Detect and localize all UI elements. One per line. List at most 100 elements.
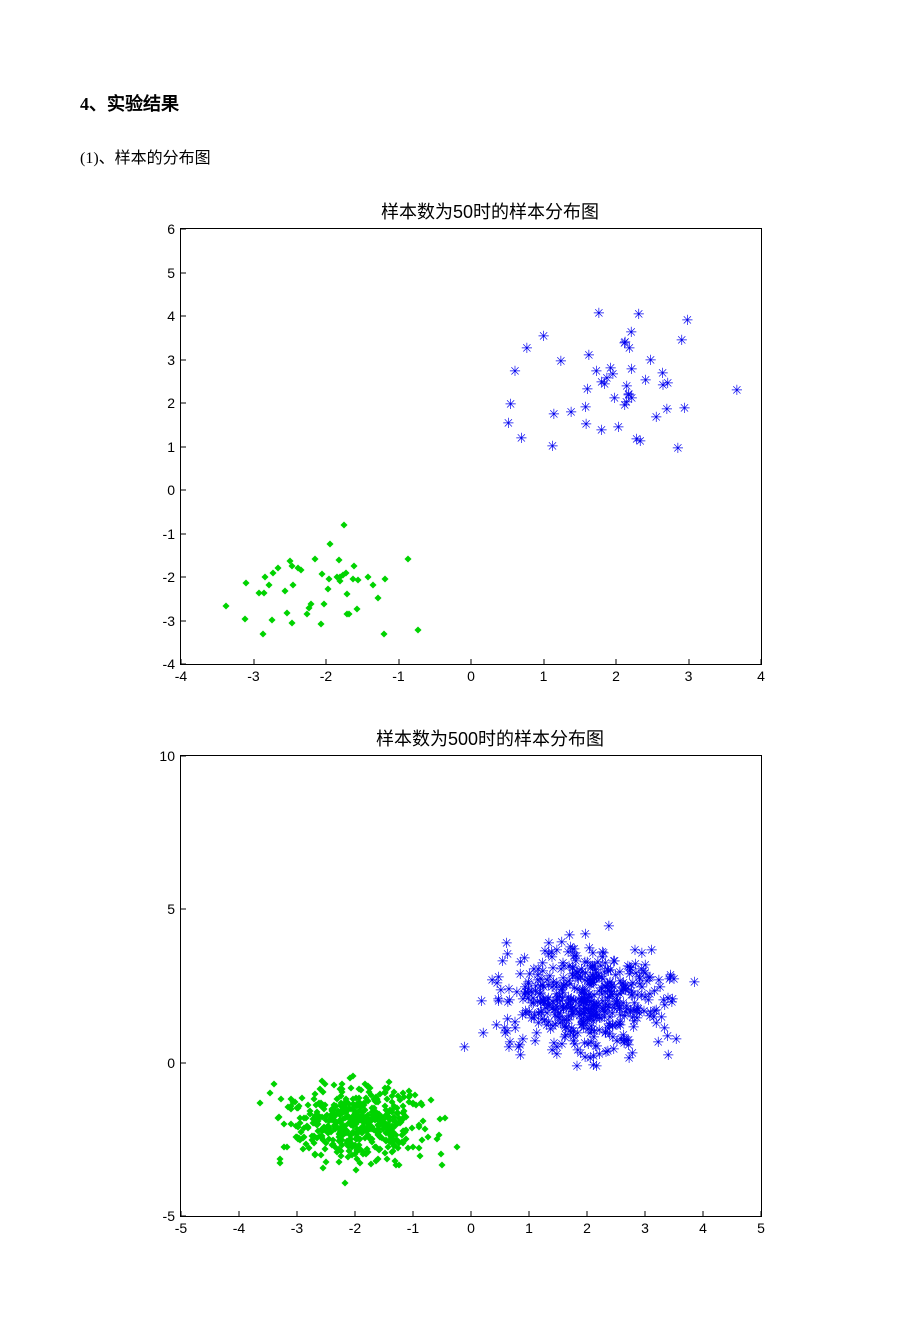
scatter-point-diamond xyxy=(322,1140,329,1147)
scatter-point-diamond xyxy=(344,1114,351,1121)
scatter-point-star: ✳ xyxy=(636,980,648,994)
scatter-point-diamond xyxy=(392,1162,399,1169)
scatter-point-star: ✳ xyxy=(600,956,612,970)
scatter-point-star: ✳ xyxy=(589,971,601,985)
scatter-point-star: ✳ xyxy=(587,946,599,960)
scatter-point-diamond xyxy=(242,579,249,586)
scatter-point-star: ✳ xyxy=(596,375,608,389)
xtick-label: 0 xyxy=(467,1216,475,1236)
scatter-point-star: ✳ xyxy=(576,991,588,1005)
ytick-label: 6 xyxy=(167,221,181,237)
scatter-point-diamond xyxy=(387,1137,394,1144)
scatter-point-star: ✳ xyxy=(629,943,641,957)
scatter-point-diamond xyxy=(391,1158,398,1165)
scatter-point-diamond xyxy=(364,1097,371,1104)
scatter-point-star: ✳ xyxy=(603,964,615,978)
scatter-point-diamond xyxy=(361,1101,368,1108)
scatter-point-diamond xyxy=(354,1147,361,1154)
scatter-point-star: ✳ xyxy=(599,965,611,979)
scatter-point-diamond xyxy=(363,1125,370,1132)
scatter-point-diamond xyxy=(269,616,276,623)
ytick-mark xyxy=(181,490,186,491)
scatter-point-diamond xyxy=(315,1117,322,1124)
scatter-point-star: ✳ xyxy=(665,968,677,982)
scatter-point-star: ✳ xyxy=(528,1011,540,1025)
scatter-point-star: ✳ xyxy=(579,1036,591,1050)
scatter-point-diamond xyxy=(303,1114,310,1121)
scatter-point-star: ✳ xyxy=(520,1006,532,1020)
scatter-point-star: ✳ xyxy=(555,354,567,368)
scatter-point-star: ✳ xyxy=(539,996,551,1010)
scatter-point-star: ✳ xyxy=(577,1014,589,1028)
scatter-point-diamond xyxy=(374,1115,381,1122)
scatter-point-diamond xyxy=(346,1132,353,1139)
scatter-point-star: ✳ xyxy=(539,944,551,958)
xtick-label: -4 xyxy=(233,1216,245,1236)
scatter-point-star: ✳ xyxy=(546,950,558,964)
scatter-point-star: ✳ xyxy=(591,1039,603,1053)
scatter-point-diamond xyxy=(360,1122,367,1129)
scatter-point-star: ✳ xyxy=(549,1008,561,1022)
scatter-point-diamond xyxy=(330,1105,337,1112)
scatter-point-diamond xyxy=(338,1103,345,1110)
scatter-point-star: ✳ xyxy=(581,382,593,396)
scatter-point-star: ✳ xyxy=(615,1018,627,1032)
ytick-label: 4 xyxy=(167,308,181,324)
scatter-point-star: ✳ xyxy=(601,371,613,385)
scatter-point-star: ✳ xyxy=(625,988,637,1002)
scatter-point-star: ✳ xyxy=(566,1002,578,1016)
scatter-point-star: ✳ xyxy=(533,1016,545,1030)
scatter-point-diamond xyxy=(275,1114,282,1121)
scatter-point-star: ✳ xyxy=(584,1013,596,1027)
scatter-point-star: ✳ xyxy=(561,1020,573,1034)
scatter-point-diamond xyxy=(363,1127,370,1134)
scatter-point-star: ✳ xyxy=(600,1025,612,1039)
scatter-point-star: ✳ xyxy=(578,1004,590,1018)
scatter-point-star: ✳ xyxy=(556,935,568,949)
scatter-point-star: ✳ xyxy=(621,999,633,1013)
scatter-point-diamond xyxy=(367,1091,374,1098)
scatter-point-star: ✳ xyxy=(576,962,588,976)
scatter-point-diamond xyxy=(348,1117,355,1124)
scatter-point-diamond xyxy=(363,1094,370,1101)
scatter-point-star: ✳ xyxy=(588,975,600,989)
scatter-point-star: ✳ xyxy=(600,1045,612,1059)
scatter-point-star: ✳ xyxy=(572,966,584,980)
scatter-point-diamond xyxy=(367,1084,374,1091)
scatter-point-star: ✳ xyxy=(550,980,562,994)
scatter-point-star: ✳ xyxy=(572,971,584,985)
scatter-point-diamond xyxy=(358,1104,365,1111)
scatter-point-diamond xyxy=(292,1099,299,1106)
scatter-point-diamond xyxy=(366,1135,373,1142)
scatter-point-star: ✳ xyxy=(634,972,646,986)
scatter-point-star: ✳ xyxy=(588,1014,600,1028)
scatter-point-diamond xyxy=(319,1102,326,1109)
scatter-point-star: ✳ xyxy=(491,976,503,990)
scatter-point-diamond xyxy=(395,1109,402,1116)
scatter-point-star: ✳ xyxy=(658,993,670,1007)
chart-50-samples: 样本数为50时的样本分布图 -4-3-2-10123456-4-3-2-1012… xyxy=(140,198,840,665)
scatter-point-star: ✳ xyxy=(577,1006,589,1020)
scatter-point-star: ✳ xyxy=(515,955,527,969)
scatter-point-diamond xyxy=(318,1078,325,1085)
scatter-point-diamond xyxy=(380,1125,387,1132)
scatter-point-diamond xyxy=(337,1130,344,1137)
scatter-point-diamond xyxy=(401,1129,408,1136)
scatter-point-diamond xyxy=(296,1135,303,1142)
scatter-point-star: ✳ xyxy=(599,979,611,993)
scatter-point-star: ✳ xyxy=(556,981,568,995)
scatter-point-star: ✳ xyxy=(543,947,555,961)
scatter-point-diamond xyxy=(381,1112,388,1119)
scatter-point-star: ✳ xyxy=(557,991,569,1005)
scatter-point-diamond xyxy=(315,1099,322,1106)
scatter-point-diamond xyxy=(284,1104,291,1111)
scatter-point-star: ✳ xyxy=(563,959,575,973)
scatter-point-diamond xyxy=(351,1109,358,1116)
scatter-point-diamond xyxy=(364,1149,371,1156)
scatter-point-diamond xyxy=(312,1152,319,1159)
scatter-point-star: ✳ xyxy=(531,1026,543,1040)
scatter-point-diamond xyxy=(322,1159,329,1166)
scatter-point-star: ✳ xyxy=(604,1019,616,1033)
scatter-point-star: ✳ xyxy=(582,1037,594,1051)
scatter-point-star: ✳ xyxy=(526,1011,538,1025)
